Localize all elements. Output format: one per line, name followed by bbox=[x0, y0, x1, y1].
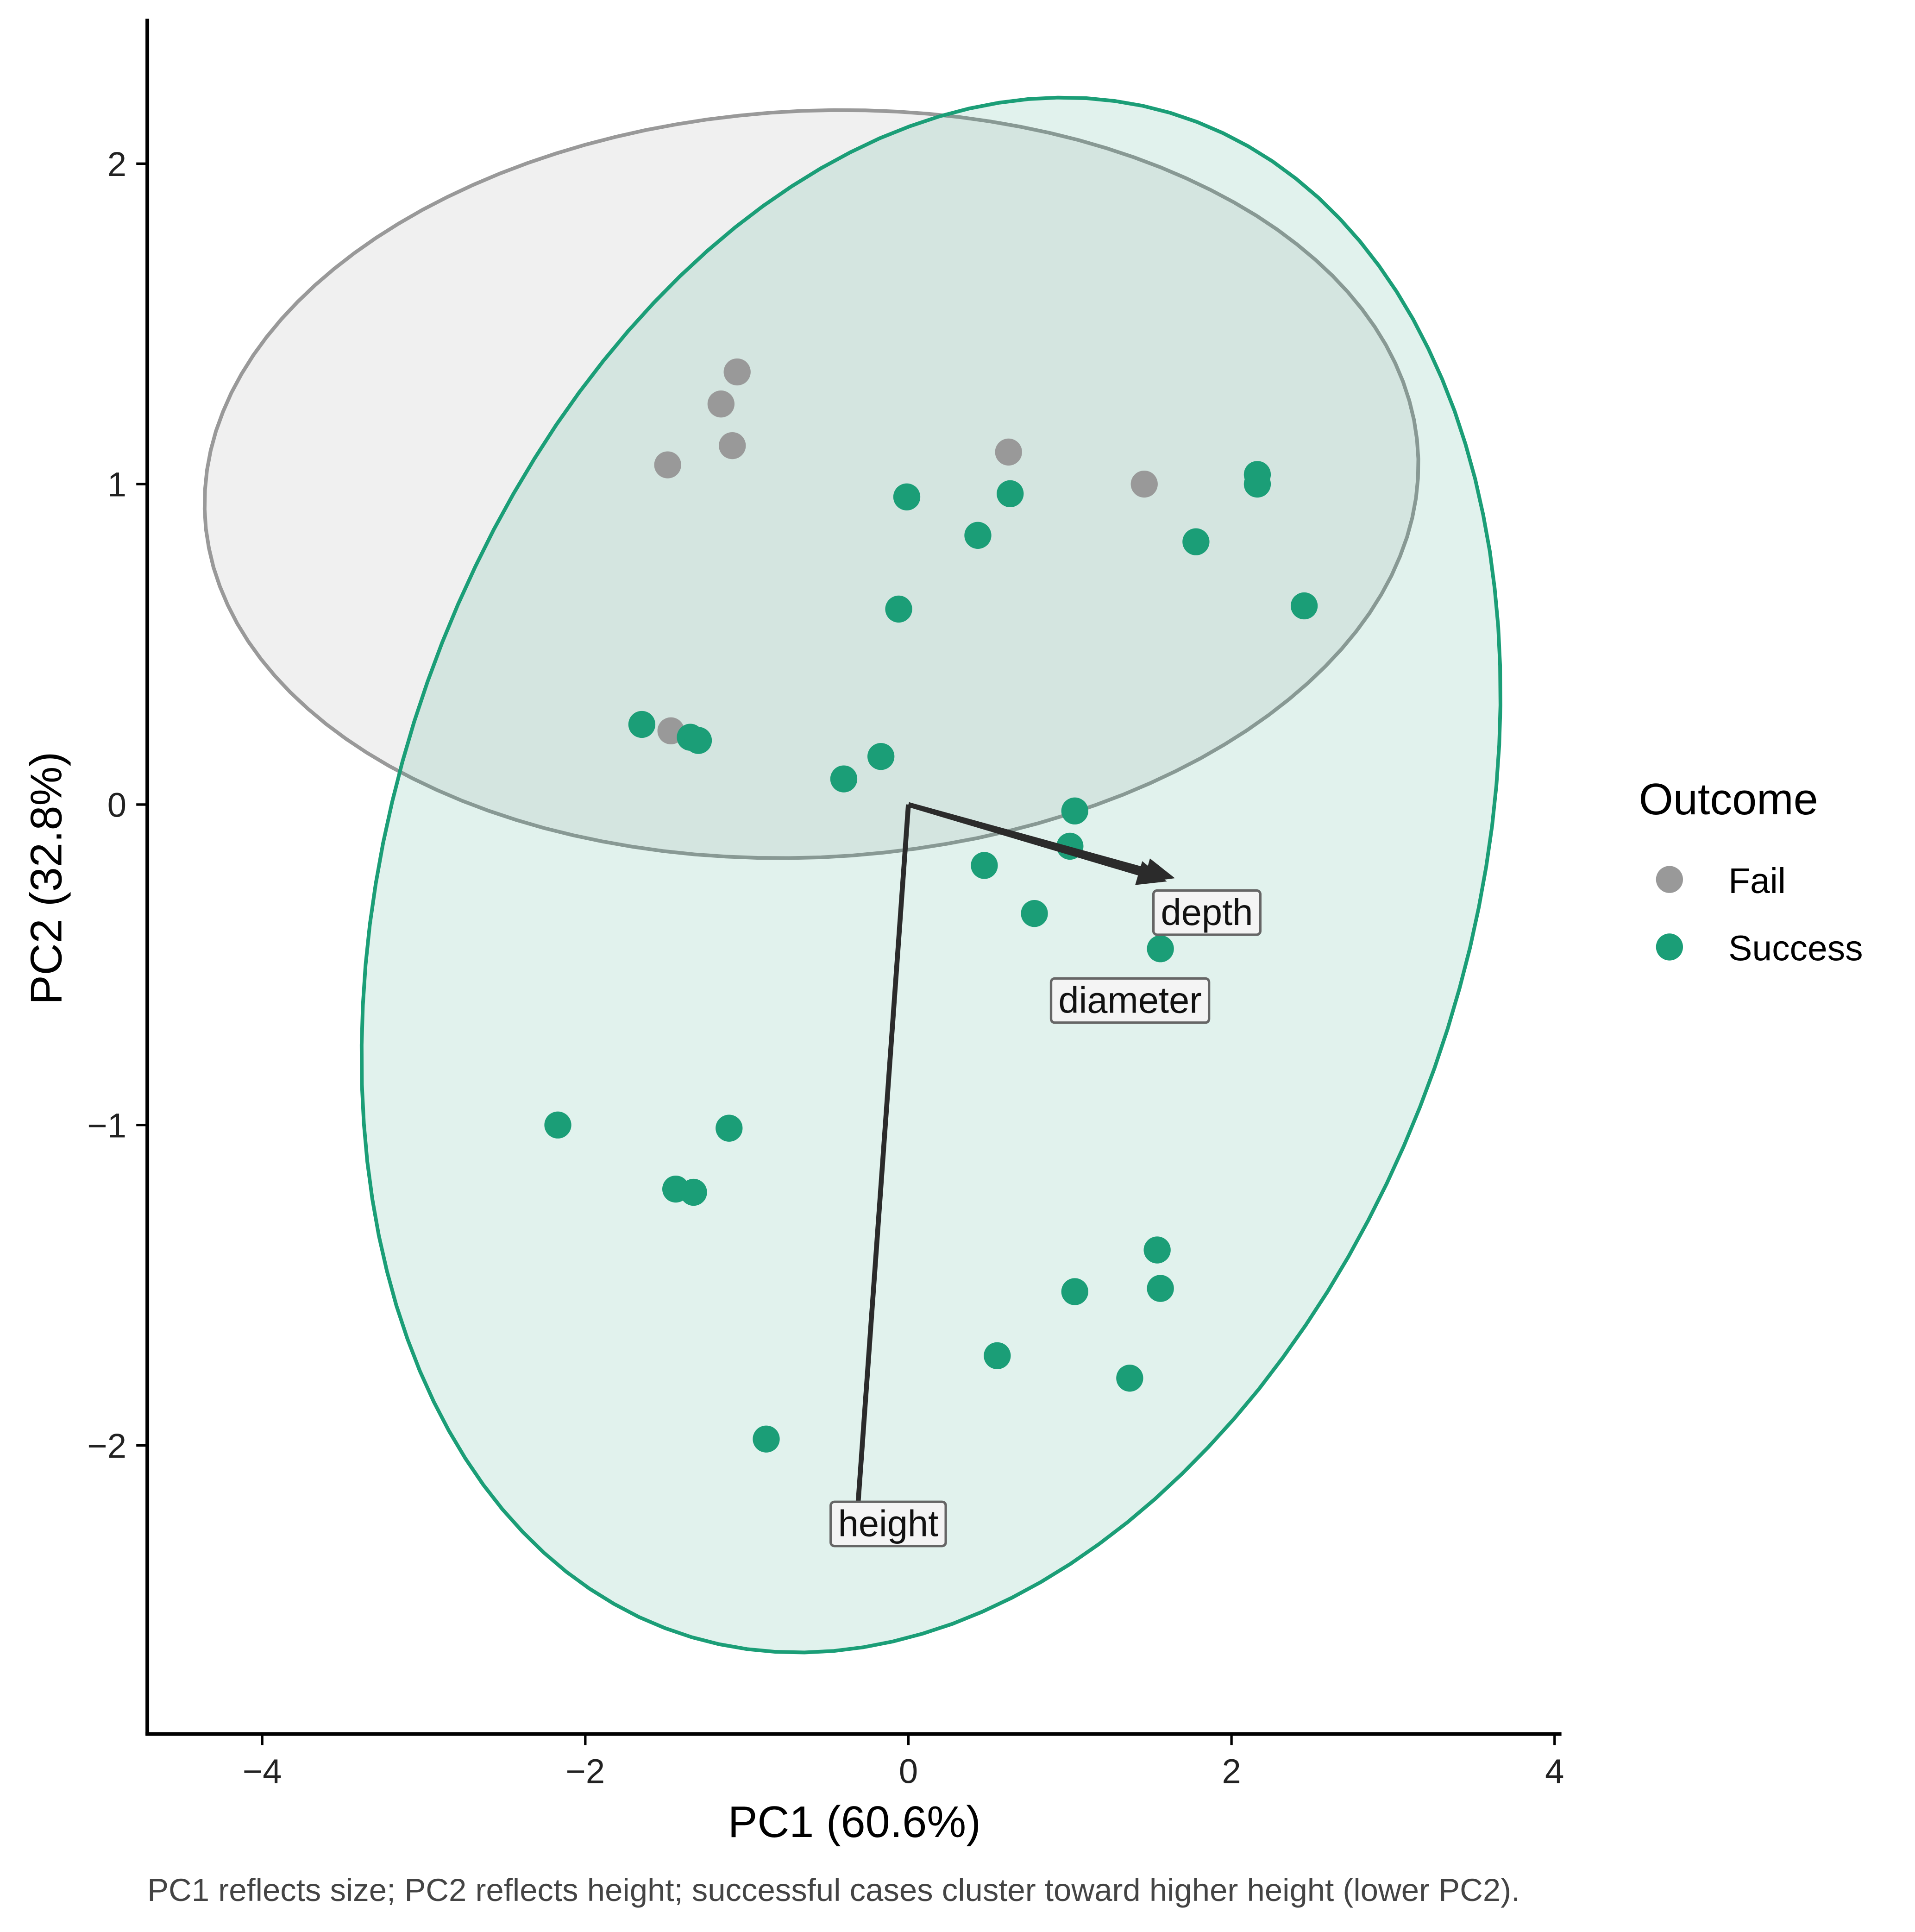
point-fail bbox=[1130, 470, 1158, 498]
ellipse-success bbox=[359, 95, 1502, 1655]
y-tick-label: 0 bbox=[107, 786, 126, 824]
point-fail bbox=[719, 432, 746, 459]
point-success bbox=[1143, 1236, 1171, 1264]
point-success bbox=[628, 711, 656, 738]
point-success bbox=[1061, 1278, 1088, 1305]
point-success bbox=[1243, 470, 1271, 498]
y-tick-label: 2 bbox=[107, 145, 126, 183]
loading-label-text: depth bbox=[1161, 892, 1253, 933]
point-success bbox=[1021, 900, 1048, 927]
point-success bbox=[1182, 528, 1210, 555]
point-fail bbox=[707, 390, 735, 418]
loading-label-box bbox=[829, 1500, 947, 1548]
point-success bbox=[830, 765, 858, 793]
confidence-ellipses bbox=[202, 95, 1502, 1655]
loading-label-text: height bbox=[838, 1503, 939, 1544]
x-tick-label: −2 bbox=[566, 1752, 605, 1791]
caption: PC1 reflects size; PC2 reflects height; … bbox=[147, 1872, 1520, 1908]
legend-label-fail: Fail bbox=[1728, 861, 1786, 901]
point-success bbox=[1147, 935, 1174, 963]
point-success bbox=[867, 743, 895, 770]
y-tick-label: −1 bbox=[87, 1106, 126, 1145]
point-success bbox=[544, 1111, 571, 1139]
y-axis-label: PC2 (32.8%) bbox=[22, 752, 71, 1005]
point-fail bbox=[723, 358, 751, 386]
ellipse-fail bbox=[202, 108, 1420, 860]
arrowhead-diameter bbox=[1135, 861, 1167, 885]
loading-arrow-height bbox=[854, 804, 911, 1528]
point-success bbox=[716, 1114, 743, 1142]
point-success bbox=[1116, 1365, 1143, 1392]
axes bbox=[145, 19, 1562, 1736]
point-success bbox=[684, 727, 712, 754]
point-success bbox=[1290, 592, 1318, 620]
legend-label-success: Success bbox=[1728, 929, 1863, 969]
point-success bbox=[1147, 1275, 1174, 1302]
loading-label-box bbox=[1152, 889, 1262, 936]
loading-arrows: depth diameter height bbox=[829, 802, 1262, 1548]
legend-title: Outcome bbox=[1639, 775, 1818, 824]
point-success bbox=[1061, 797, 1088, 824]
legend-key-fail bbox=[1656, 866, 1683, 893]
x-tick-label: −4 bbox=[243, 1752, 282, 1791]
loading-label-height: height bbox=[829, 1500, 947, 1548]
data-points bbox=[544, 358, 1318, 1453]
x-tick-label: 0 bbox=[899, 1752, 918, 1791]
point-success bbox=[984, 1342, 1011, 1370]
point-success bbox=[680, 1178, 707, 1206]
y-tick-label: −2 bbox=[87, 1427, 126, 1465]
legend-key-success bbox=[1656, 933, 1683, 961]
loading-label-text: diameter bbox=[1058, 980, 1201, 1021]
point-fail bbox=[654, 451, 681, 478]
loading-label-box bbox=[1049, 977, 1211, 1024]
point-success bbox=[964, 522, 992, 549]
point-fail bbox=[995, 438, 1022, 466]
point-success bbox=[893, 483, 921, 510]
point-success bbox=[997, 480, 1024, 508]
legend: Outcome Fail Success bbox=[1639, 775, 1863, 968]
x-tick-label: 4 bbox=[1545, 1752, 1564, 1791]
point-success bbox=[753, 1425, 780, 1453]
x-axis-label: PC1 (60.6%) bbox=[728, 1798, 981, 1847]
point-success bbox=[885, 595, 912, 623]
y-tick-label: 1 bbox=[107, 466, 126, 504]
point-success bbox=[971, 852, 998, 879]
x-tick-label: 2 bbox=[1222, 1752, 1241, 1791]
loading-label-diameter: diameter bbox=[1049, 977, 1211, 1024]
loading-arrow-diameter bbox=[907, 802, 1151, 879]
loading-label-depth: depth bbox=[1152, 889, 1262, 936]
